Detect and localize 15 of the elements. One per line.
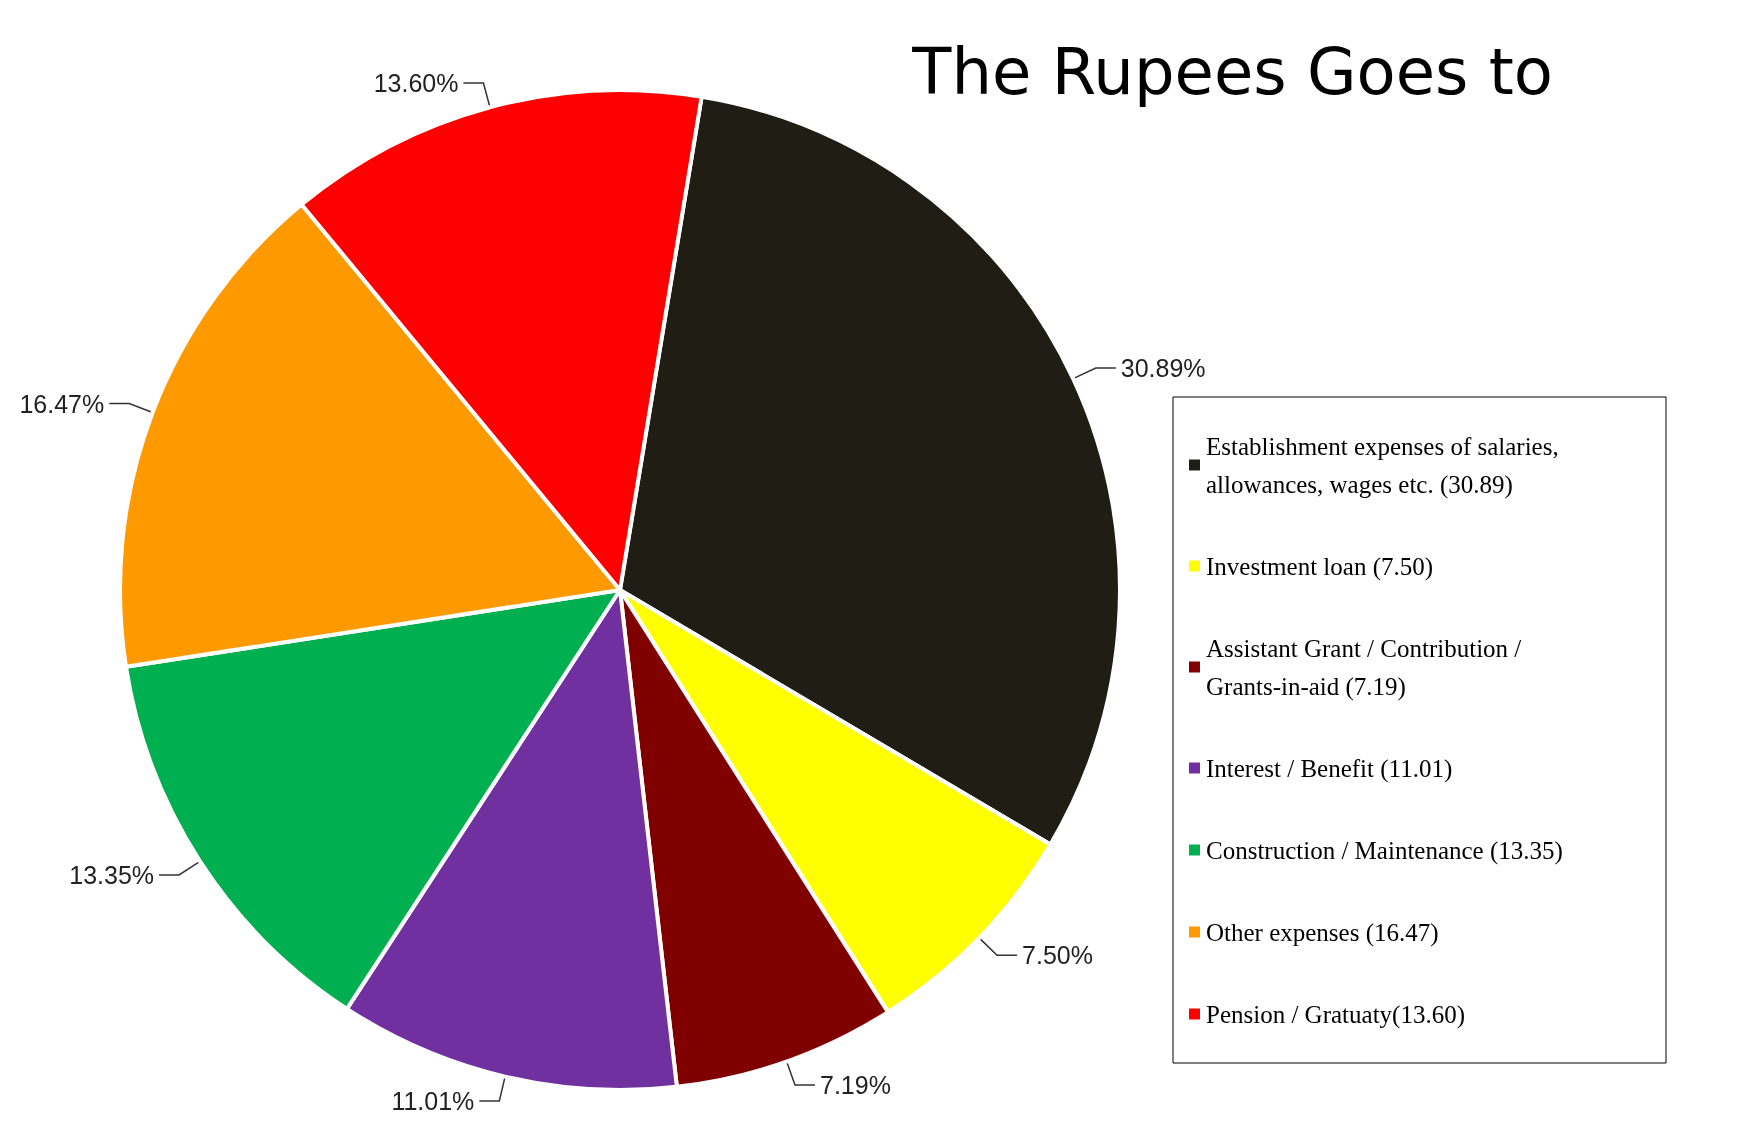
data-label: 13.35% — [69, 860, 155, 889]
data-label: 11.01% — [391, 1086, 475, 1115]
legend-label: Interest / Benefit (11.01) — [1206, 754, 1453, 783]
chart-title: The Rupees Goes to — [911, 35, 1553, 109]
data-label: 13.60% — [373, 69, 459, 98]
legend-label: Assistant Grant / Contribution / Grants-in-aid (7.19) — [1206, 634, 1528, 701]
legend-label: Construction / Maintenance (13.35) — [1206, 836, 1563, 865]
legend-label: Pension / Gratuaty(13.60) — [1206, 1000, 1465, 1029]
data-label: 30.89% — [1120, 354, 1206, 383]
data-label: 16.47% — [19, 389, 105, 418]
data-label: 7.19% — [819, 1070, 891, 1099]
legend-label: Other expenses (16.47) — [1206, 918, 1439, 947]
data-label: 7.50% — [1022, 941, 1093, 970]
legend-label: Establishment expenses of salaries, allowances, wages etc. (30.89) — [1206, 432, 1565, 499]
legend-label: Investment loan (7.50) — [1206, 552, 1434, 581]
